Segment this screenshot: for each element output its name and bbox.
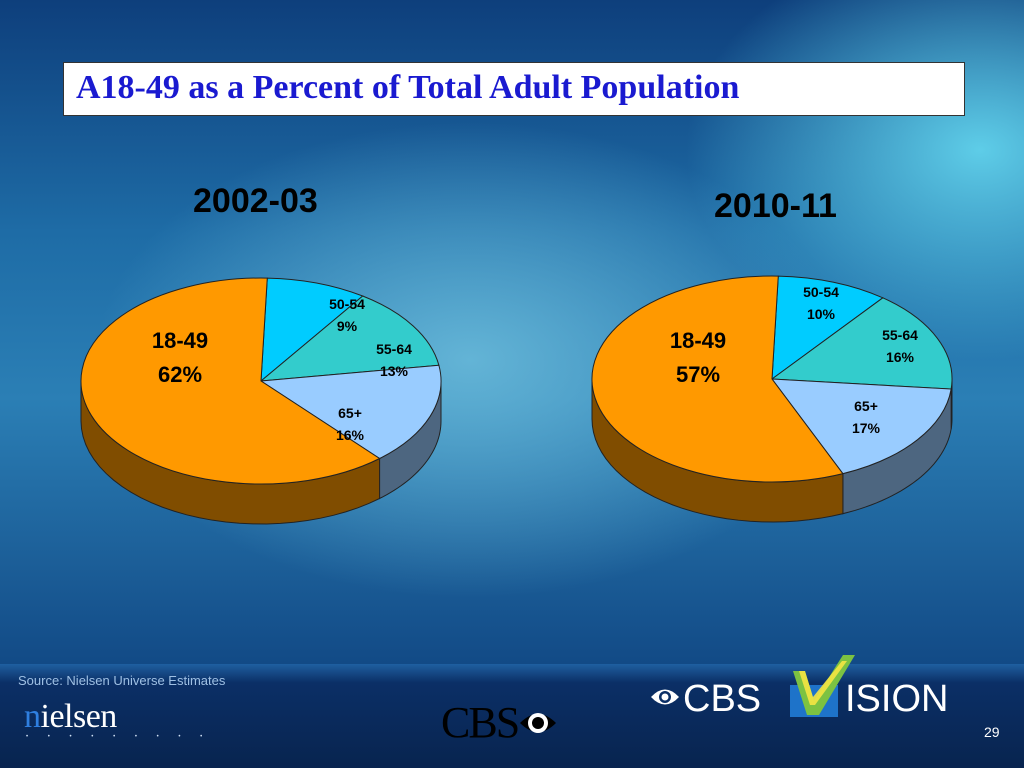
slice-value: 16% <box>336 427 365 443</box>
nielsen-logo-text: nielsen <box>24 698 117 735</box>
pie-slice-50-54 <box>260 277 364 383</box>
slice-value: 57% <box>676 362 720 387</box>
slice-label: 18-49 <box>670 328 726 353</box>
slice-value: 13% <box>380 363 409 379</box>
cbs-eye-icon <box>651 689 679 705</box>
slice-label: 55-64 <box>376 341 412 357</box>
nielsen-logo: nielsen • • • • • • • • • <box>24 698 212 741</box>
pie-slice-65+ <box>259 364 442 460</box>
cbs-vision-left-text: CBS <box>683 678 761 720</box>
pie-slice-65+ <box>770 378 952 475</box>
slide-title: A18-49 as a Percent of Total Adult Popul… <box>76 69 740 106</box>
slice-label: 65+ <box>854 398 878 414</box>
slice-label: 65+ <box>338 405 362 421</box>
slice-value: 17% <box>852 420 881 436</box>
cbs-logo-text: CBS <box>441 698 520 747</box>
cbs-vision-right-text: ISION <box>845 678 948 720</box>
pie-slice-50-54 <box>771 275 884 381</box>
pie-1: 18-49 57% 50-54 10% 55-64 16% 65+ 17% <box>591 275 953 523</box>
page-number: 29 <box>984 724 1000 740</box>
slice-value: 16% <box>886 349 915 365</box>
nielsen-logo-dots: • • • • • • • • • <box>26 734 212 740</box>
pie-slice-18-49 <box>80 277 381 485</box>
footer-bar <box>0 664 1024 768</box>
cbs-vision-logo: CBS ISION <box>651 655 948 720</box>
pie-charts: 18-49 62% 50-54 9% 55-64 13% 65+ 16% 18-49 57% 50-… <box>80 275 953 525</box>
cbs-eye-icon <box>520 712 557 733</box>
pie-title-2002-03: 2002-03 <box>193 182 318 220</box>
pie-0: 18-49 62% 50-54 9% 55-64 13% 65+ 16% <box>80 277 442 525</box>
pie-slice-55-64 <box>259 295 440 382</box>
pie-slice-55-64 <box>770 297 953 390</box>
slice-value: 9% <box>337 318 358 334</box>
source-note: Source: Nielsen Universe Estimates <box>18 673 226 688</box>
slice-label: 18-49 <box>152 328 208 353</box>
slice-label: 50-54 <box>329 296 365 312</box>
slice-label: 55-64 <box>882 327 918 343</box>
title-box: A18-49 as a Percent of Total Adult Popul… <box>63 62 965 116</box>
cbs-logo: CBS <box>441 697 558 748</box>
slice-label: 50-54 <box>803 284 839 300</box>
pie-title-2010-11: 2010-11 <box>714 187 837 225</box>
slice-value: 10% <box>807 306 836 322</box>
pie-slice-18-49 <box>591 275 844 483</box>
slice-value: 62% <box>158 362 202 387</box>
